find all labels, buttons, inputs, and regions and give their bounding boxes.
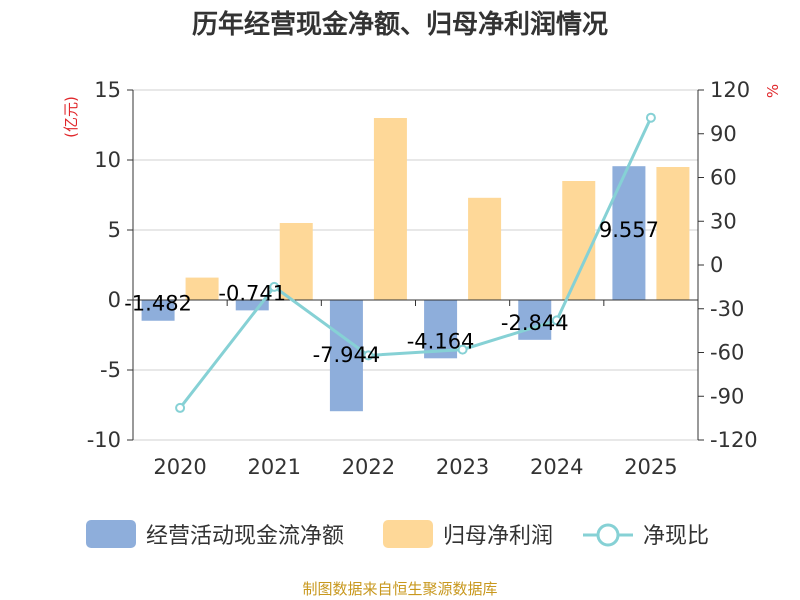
- ratio-point: [645, 112, 656, 123]
- left-tick-label: 0: [108, 288, 121, 312]
- right-tick-label: -60: [710, 341, 744, 365]
- x-tick-label: 2022: [342, 455, 395, 479]
- bar-cashflow: [235, 300, 269, 311]
- ratio-point: [551, 315, 562, 326]
- data-labels: -1.482 -0.741 -7.944 -4.164 -2.844 9.557: [124, 218, 659, 367]
- x-tick-label: 2020: [153, 455, 206, 479]
- ratio-point: [269, 281, 280, 292]
- legend-swatch-net-profit[interactable]: [383, 520, 433, 548]
- bar-cashflow: [329, 300, 363, 412]
- bar-net-profit: [185, 277, 219, 300]
- data-label-cashflow: -4.164: [407, 329, 475, 353]
- right-tick-label: 60: [710, 166, 737, 190]
- ratio-point: [363, 350, 374, 361]
- data-label-cashflow: -1.482: [124, 292, 192, 316]
- ratio-line: [178, 117, 653, 409]
- x-tick-label: 2024: [530, 455, 583, 479]
- x-tick-label: 2021: [248, 455, 301, 479]
- ratio-point: [457, 344, 468, 355]
- bar-net-profit: [468, 197, 502, 300]
- legend-swatch-cashflow[interactable]: [86, 520, 136, 548]
- left-tick-label: -10: [87, 428, 121, 452]
- bar-cashflow: [141, 300, 175, 321]
- legend[interactable]: 经营活动现金流净额 归母净利润 净现比: [86, 520, 709, 549]
- line-layer: [175, 112, 656, 413]
- bars-layer: [141, 118, 690, 412]
- bar-cashflow: [518, 300, 552, 340]
- gridlines: [133, 89, 698, 441]
- left-tick-label: 15: [94, 78, 121, 102]
- right-tick-label: 90: [710, 122, 737, 146]
- x-tick-label: 2023: [436, 455, 489, 479]
- bar-net-profit: [562, 181, 596, 300]
- left-tick-label: 10: [94, 148, 121, 172]
- bar-net-profit: [279, 223, 313, 300]
- source-note: 制图数据来自恒生聚源数据库: [302, 580, 497, 598]
- right-tick-label: -90: [710, 384, 744, 408]
- bar-cashflow: [424, 300, 458, 359]
- x-tick-label: 2025: [624, 455, 677, 479]
- bar-net-profit: [373, 118, 407, 300]
- data-label-cashflow: -0.741: [218, 281, 286, 305]
- right-tick-label: 30: [710, 209, 737, 233]
- right-tick-label: 120: [710, 78, 750, 102]
- legend-label-cashflow[interactable]: 经营活动现金流净额: [146, 524, 344, 549]
- ratio-point: [175, 402, 186, 413]
- left-axis-unit: (亿元): [62, 96, 80, 138]
- right-tick-label: -30: [710, 297, 744, 321]
- left-tick-label: 5: [108, 218, 121, 242]
- left-tick-label: -5: [100, 358, 121, 382]
- data-label-cashflow: -7.944: [313, 343, 381, 367]
- data-label-cashflow: -2.844: [501, 311, 569, 335]
- right-tick-label: 0: [710, 253, 723, 277]
- right-tick-label: -120: [710, 428, 758, 452]
- data-label-cashflow: 9.557: [599, 218, 659, 242]
- chart-title: 历年经营现金净额、归母净利润情况: [192, 9, 608, 40]
- axes: 15 10 5 0 -5 -10 120 90 60 30 0 -30 -60 -90 -120 2020 20…: [87, 78, 758, 479]
- legend-label-ratio[interactable]: 净现比: [643, 524, 709, 549]
- legend-label-net-profit[interactable]: 归母净利润: [443, 524, 553, 549]
- right-axis-unit: %: [764, 84, 782, 98]
- bar-net-profit: [656, 167, 690, 300]
- legend-swatch-ratio-marker[interactable]: [596, 523, 620, 547]
